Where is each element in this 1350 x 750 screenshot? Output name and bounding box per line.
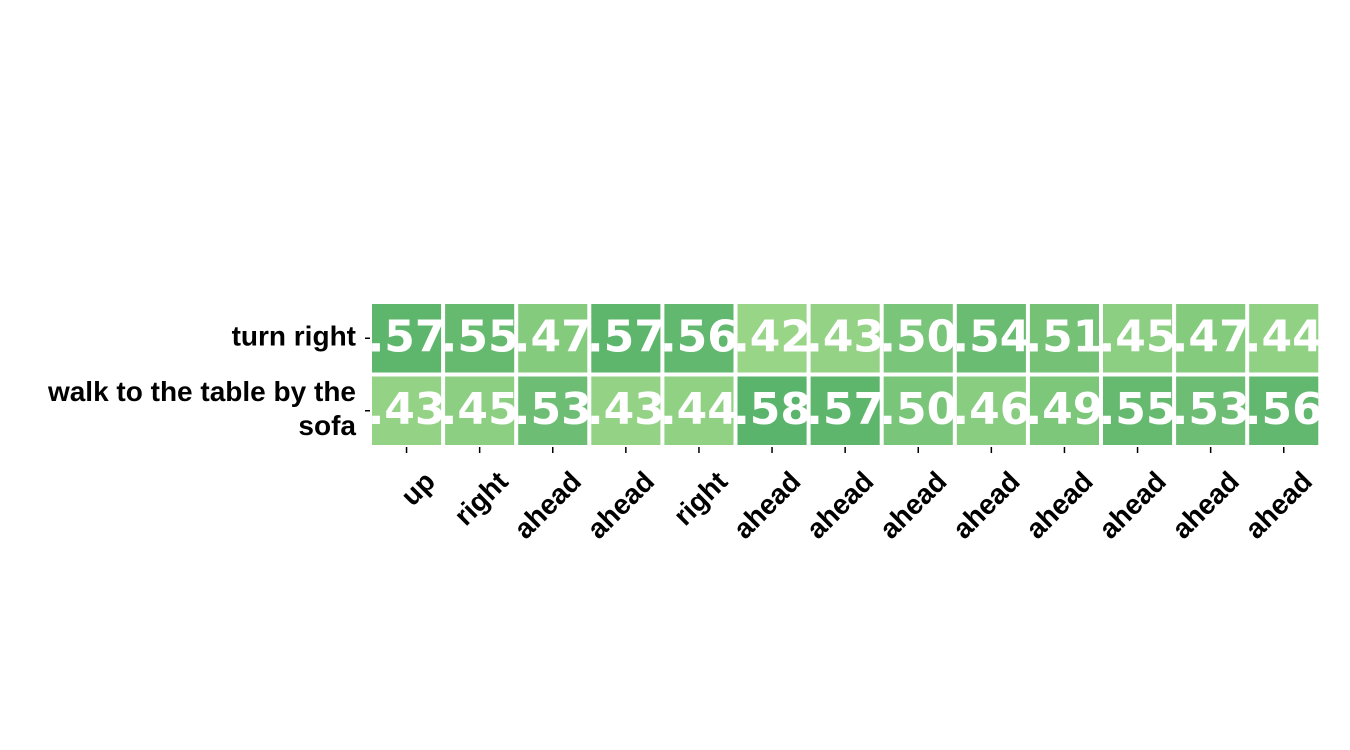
heatmap-cell xyxy=(810,304,880,373)
cell-value-label: .55 xyxy=(1099,384,1177,435)
x-tick-label: ahead xyxy=(1093,465,1172,544)
heatmap-cell xyxy=(956,304,1026,373)
cell-value-label: .57 xyxy=(806,384,884,435)
x-tick-label: ahead xyxy=(1020,465,1099,544)
heatmap-cell xyxy=(1103,376,1173,445)
heatmap-cell xyxy=(1103,304,1173,373)
heatmap-cell xyxy=(810,376,880,445)
cell-value-label: .51 xyxy=(1025,311,1103,362)
cell-value-label: .56 xyxy=(1245,384,1323,435)
cell-value-label: .47 xyxy=(1172,311,1250,362)
y-axis: turn right walk to the table by the sofa xyxy=(47,321,370,441)
heatmap-cell xyxy=(372,376,442,445)
cell-value-label: .53 xyxy=(1172,384,1250,435)
cell-value-label: .42 xyxy=(733,311,811,362)
x-tick-label: ahead xyxy=(1239,465,1318,544)
cell-value-label: .56 xyxy=(660,311,738,362)
heatmap-cell xyxy=(1029,376,1099,445)
heatmap-cell xyxy=(664,376,734,445)
x-tick-label: right xyxy=(448,465,514,531)
cell-value-label: .58 xyxy=(733,384,811,435)
cell-value-label: .44 xyxy=(660,384,738,435)
cell-value-label: .54 xyxy=(952,311,1030,362)
heatmap-cells: .57.55.47.57.56.42.43.50.54.51.45.47.44.… xyxy=(368,304,1323,445)
x-tick-label: ahead xyxy=(581,465,660,544)
x-tick-label: right xyxy=(667,465,733,531)
heatmap-cell xyxy=(518,376,588,445)
cell-value-label: .50 xyxy=(879,384,957,435)
cell-value-label: .45 xyxy=(1099,311,1177,362)
cell-value-label: .43 xyxy=(587,384,665,435)
cell-value-label: .49 xyxy=(1025,384,1103,435)
x-tick-label: ahead xyxy=(947,465,1026,544)
y-tick-label: walk to the table by the sofa xyxy=(47,376,356,441)
heatmap-cell xyxy=(445,304,515,373)
cell-value-label: .55 xyxy=(441,311,519,362)
heatmap-cell xyxy=(956,376,1026,445)
heatmap-cell xyxy=(591,376,661,445)
cell-value-label: .43 xyxy=(368,384,446,435)
x-tick-label: up xyxy=(395,465,441,511)
heatmap-cell xyxy=(518,304,588,373)
cell-value-label: .53 xyxy=(514,384,592,435)
cell-value-label: .57 xyxy=(368,311,446,362)
heatmap-cell xyxy=(1176,376,1246,445)
x-tick-label: ahead xyxy=(727,465,806,544)
cell-value-label: .44 xyxy=(1245,311,1323,362)
heatmap-cell xyxy=(1176,304,1246,373)
x-tick-label: ahead xyxy=(1166,465,1245,544)
heatmap-cell xyxy=(591,304,661,373)
heatmap-cell xyxy=(737,376,807,445)
cell-value-label: .46 xyxy=(952,384,1030,435)
x-tick-label: ahead xyxy=(873,465,952,544)
cell-value-label: .47 xyxy=(514,311,592,362)
cell-value-label: .50 xyxy=(879,311,957,362)
heatmap-cell xyxy=(1249,376,1319,445)
cell-value-label: .57 xyxy=(587,311,665,362)
heatmap-cell xyxy=(1029,304,1099,373)
x-tick-label: ahead xyxy=(800,465,879,544)
heatmap-cell xyxy=(372,304,442,373)
heatmap-cell xyxy=(883,376,953,445)
y-tick-label: turn right xyxy=(232,321,356,352)
cell-value-label: .45 xyxy=(441,384,519,435)
heatmap-cell xyxy=(445,376,515,445)
cell-value-label: .43 xyxy=(806,311,884,362)
heatmap-cell xyxy=(1249,304,1319,373)
x-tick-label: ahead xyxy=(508,465,587,544)
heatmap-cell xyxy=(664,304,734,373)
heatmap-cell xyxy=(737,304,807,373)
heatmap-cell xyxy=(883,304,953,373)
